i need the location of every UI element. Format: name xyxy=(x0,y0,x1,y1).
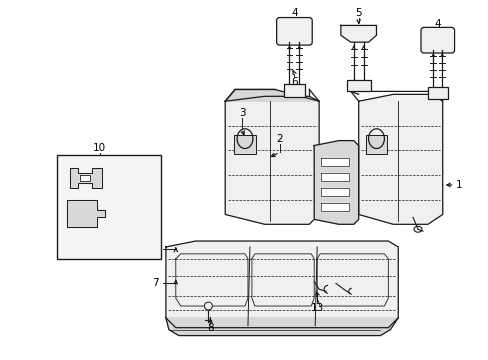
Polygon shape xyxy=(67,200,104,227)
Polygon shape xyxy=(314,141,358,224)
FancyBboxPatch shape xyxy=(365,135,386,154)
Bar xyxy=(427,87,447,99)
Text: 13: 13 xyxy=(310,303,323,313)
Polygon shape xyxy=(225,89,319,101)
FancyBboxPatch shape xyxy=(234,135,255,154)
Polygon shape xyxy=(225,96,319,224)
Text: 6: 6 xyxy=(290,77,297,86)
Text: 3: 3 xyxy=(238,108,245,118)
FancyBboxPatch shape xyxy=(420,27,454,53)
Polygon shape xyxy=(165,241,397,328)
Text: 9: 9 xyxy=(152,244,159,254)
Text: 6: 6 xyxy=(357,84,363,94)
Text: 4: 4 xyxy=(290,8,297,18)
Polygon shape xyxy=(321,188,348,196)
Polygon shape xyxy=(321,203,348,211)
Bar xyxy=(57,156,161,259)
Polygon shape xyxy=(321,173,348,181)
Text: 5: 5 xyxy=(355,8,361,18)
Text: 10: 10 xyxy=(93,144,106,153)
Polygon shape xyxy=(80,175,90,181)
Text: 12: 12 xyxy=(122,180,136,190)
Circle shape xyxy=(204,302,212,310)
Text: 11: 11 xyxy=(122,216,136,226)
Text: 6: 6 xyxy=(433,92,440,102)
Polygon shape xyxy=(70,168,102,188)
Bar xyxy=(346,80,370,91)
Text: 8: 8 xyxy=(206,323,213,333)
Text: 4: 4 xyxy=(433,19,440,30)
Text: 7: 7 xyxy=(152,278,159,288)
Polygon shape xyxy=(358,94,442,224)
Polygon shape xyxy=(321,158,348,166)
Text: 2: 2 xyxy=(276,134,283,144)
Bar xyxy=(283,84,305,97)
Polygon shape xyxy=(165,318,397,336)
Polygon shape xyxy=(340,26,376,42)
FancyBboxPatch shape xyxy=(276,18,311,45)
Text: 1: 1 xyxy=(455,180,462,190)
